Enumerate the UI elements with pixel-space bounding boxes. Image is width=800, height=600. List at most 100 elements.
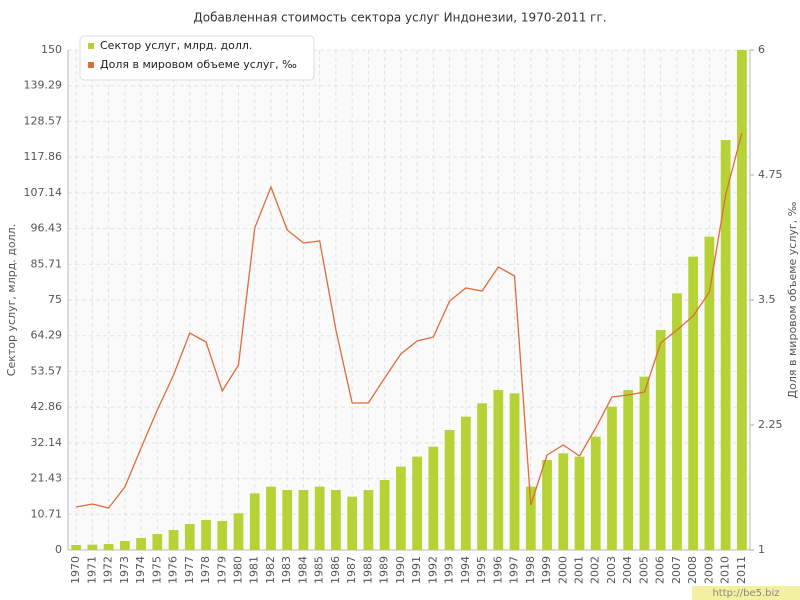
bar [136, 538, 146, 550]
y-tick-label: 139.29 [24, 79, 63, 92]
legend-swatch [88, 62, 94, 68]
x-tick-label: 1988 [361, 556, 374, 584]
bar [509, 393, 520, 550]
y-tick-label: 75 [48, 293, 62, 306]
x-tick-label: 2008 [686, 556, 699, 584]
legend-box [79, 35, 315, 81]
x-tick-label: 1996 [491, 556, 504, 584]
x-tick-label: 1994 [459, 556, 472, 584]
bar [331, 490, 341, 550]
bar [607, 406, 617, 550]
y-tick-label: 128.57 [24, 114, 63, 127]
x-tick-label: 1970 [69, 556, 82, 584]
x-tick-label: 1980 [232, 556, 245, 584]
bar [704, 236, 715, 550]
y2-tick-label: 4.75 [758, 168, 783, 181]
bar [737, 50, 747, 550]
chart-title: Добавленная стоимость сектора услуг Индо… [193, 11, 606, 25]
x-tick-label: 1991 [410, 556, 423, 584]
bar [574, 456, 585, 550]
bar [396, 466, 406, 550]
y-tick-label: 21.43 [31, 472, 63, 485]
bar [720, 140, 731, 550]
legend-swatch [88, 43, 94, 49]
x-tick-label: 1973 [118, 556, 131, 584]
bar [672, 293, 682, 550]
bar [184, 524, 195, 550]
x-tick-label: 1995 [475, 556, 488, 584]
bar [639, 376, 650, 550]
x-tick-label: 1999 [540, 556, 553, 584]
bar [460, 416, 471, 550]
y-tick-label: 96.43 [31, 222, 63, 235]
x-tick-label: 1971 [85, 556, 98, 584]
x-tick-label: 1989 [378, 556, 391, 584]
watermark[interactable]: http://be5.biz [712, 588, 779, 599]
legend-label: Сектор услуг, млрд. долл. [100, 39, 252, 52]
bar [688, 256, 699, 550]
bar [623, 390, 634, 550]
x-tick-label: 1979 [215, 556, 228, 584]
x-tick-label: 1977 [183, 556, 196, 584]
x-tick-label: 1974 [134, 556, 147, 584]
bar [71, 545, 81, 550]
x-tick-label: 2004 [621, 556, 634, 584]
bar [493, 390, 504, 550]
x-tick-label: 1975 [150, 556, 163, 584]
y-tick-label: 117.86 [24, 150, 63, 163]
x-tick-label: 2000 [556, 556, 569, 584]
y-tick-label: 64.29 [31, 329, 63, 342]
y-tick-label: 107.14 [24, 186, 63, 199]
x-tick-label: 2003 [605, 556, 618, 584]
bar [282, 490, 293, 550]
watermark-bg [692, 586, 800, 600]
x-tick-label: 2006 [654, 556, 667, 584]
x-tick-label: 1984 [296, 556, 309, 584]
y-tick-label: 53.57 [31, 364, 63, 377]
x-tick-label: 2009 [702, 556, 715, 584]
x-tick-label: 1981 [248, 556, 261, 584]
bar [477, 403, 487, 550]
bar [233, 513, 244, 550]
y-axis-title: Сектор услуг, млрд. долл. [5, 224, 18, 376]
y2-tick-label: 2.25 [758, 418, 783, 431]
bar [249, 493, 260, 550]
x-tick-label: 1990 [394, 556, 407, 584]
bar [152, 534, 163, 550]
bar [298, 490, 309, 550]
x-tick-label: 1993 [443, 556, 456, 584]
bar [201, 520, 211, 550]
x-tick-label: 2005 [637, 556, 650, 584]
line [76, 132, 743, 509]
bar [412, 456, 422, 550]
bar [590, 436, 601, 550]
bar [87, 544, 98, 550]
bar [363, 490, 374, 550]
y2-tick-label: 3.5 [758, 293, 776, 306]
x-tick-label: 2010 [719, 556, 732, 584]
x-tick-label: 2007 [670, 556, 683, 584]
y2-axis-title: Доля в мировом объеме услуг, ‰ [786, 201, 799, 398]
bar [168, 530, 179, 550]
y-tick-label: 150 [41, 43, 62, 56]
x-tick-label: 2002 [589, 556, 602, 584]
x-tick-label: 2001 [573, 556, 586, 584]
y-tick-label: 10.71 [31, 507, 63, 520]
bar [444, 430, 455, 550]
bar [119, 541, 130, 550]
x-tick-label: 1978 [199, 556, 212, 584]
x-tick-label: 2011 [735, 556, 748, 584]
y-tick-label: 85.71 [31, 257, 63, 270]
bar [217, 521, 228, 550]
bar [266, 486, 276, 550]
x-tick-label: 1985 [313, 556, 326, 584]
y-tick-label: 32.14 [31, 436, 63, 449]
y-tick-label: 42.86 [31, 400, 63, 413]
bar [314, 486, 325, 550]
bar [525, 486, 536, 550]
x-tick-label: 1982 [264, 556, 277, 584]
bar [655, 330, 666, 550]
y2-tick-label: 1 [758, 543, 765, 556]
y2-tick-label: 6 [758, 43, 765, 56]
